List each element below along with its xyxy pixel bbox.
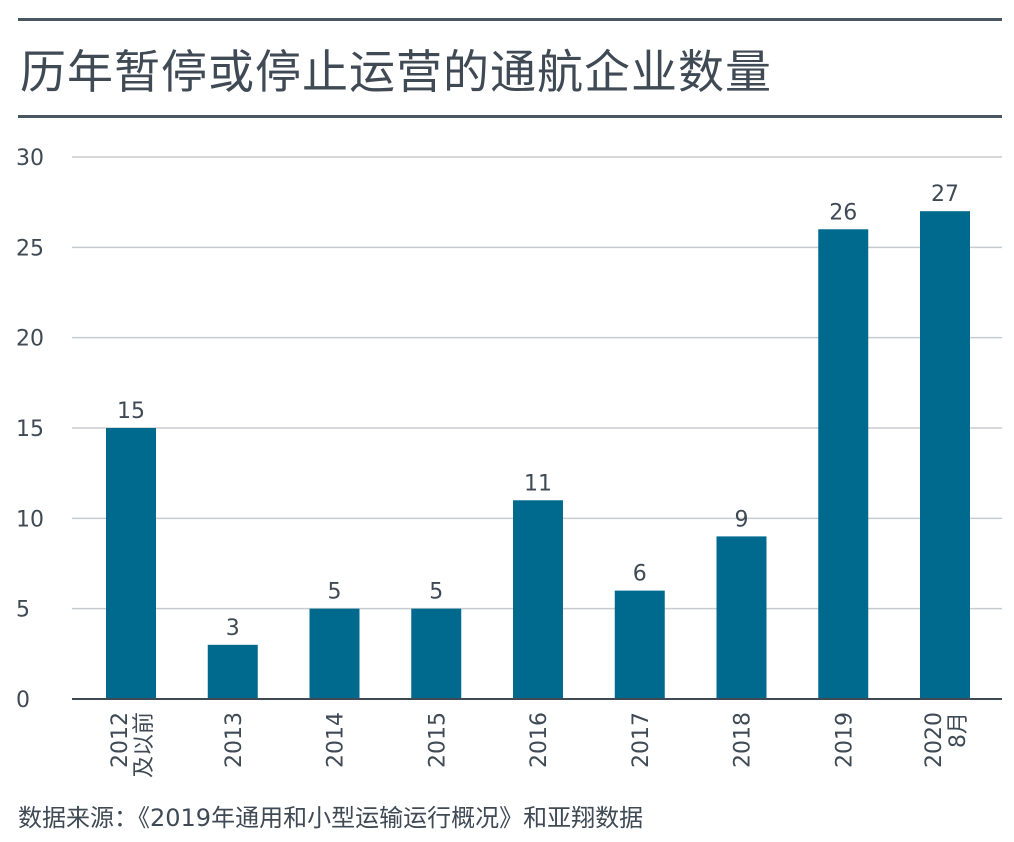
x-tick-label: 2018 — [731, 712, 756, 768]
data-label: 11 — [524, 471, 552, 496]
y-tick-label: 20 — [16, 327, 44, 352]
title-rule — [18, 115, 1002, 118]
data-label: 6 — [633, 562, 647, 587]
bar — [106, 428, 156, 699]
bar — [920, 211, 970, 699]
x-tick-label: 2014 — [324, 712, 349, 768]
x-tick-label: 2020 — [922, 712, 947, 768]
y-tick-label: 30 — [16, 146, 44, 171]
bar — [513, 500, 563, 699]
top-rule — [18, 18, 1002, 21]
y-tick-label: 0 — [16, 688, 30, 713]
y-tick-label: 25 — [16, 236, 44, 261]
data-label: 5 — [328, 580, 342, 605]
bar — [716, 536, 767, 699]
x-tick-label: 8月 — [946, 712, 971, 748]
data-label: 26 — [829, 200, 857, 225]
x-tick-label: 2013 — [222, 712, 247, 768]
x-tick-label: 2015 — [425, 712, 450, 768]
data-label: 9 — [735, 507, 749, 532]
y-tick-label: 10 — [16, 507, 44, 532]
bar — [207, 644, 258, 699]
x-tick-label: 及以前 — [132, 712, 157, 778]
source-note: 数据来源：《2019年通用和小型运输运行概况》和亚翔数据 — [18, 804, 644, 832]
x-tick-label: 2019 — [832, 712, 857, 768]
y-tick-label: 5 — [16, 598, 30, 623]
x-tick-label: 2012 — [108, 712, 133, 768]
x-tick-label: 2016 — [527, 712, 552, 768]
bar — [818, 229, 869, 699]
data-label: 3 — [226, 616, 240, 641]
y-tick-label: 15 — [16, 417, 44, 442]
data-label: 27 — [931, 182, 959, 207]
bar — [411, 608, 462, 699]
data-label: 15 — [117, 399, 145, 424]
x-tick-label: 2017 — [629, 712, 654, 768]
chart-title: 历年暂停或停止运营的通航企业数量 — [20, 45, 772, 99]
bar — [614, 590, 665, 699]
data-label: 5 — [429, 580, 443, 605]
bar — [309, 608, 360, 699]
